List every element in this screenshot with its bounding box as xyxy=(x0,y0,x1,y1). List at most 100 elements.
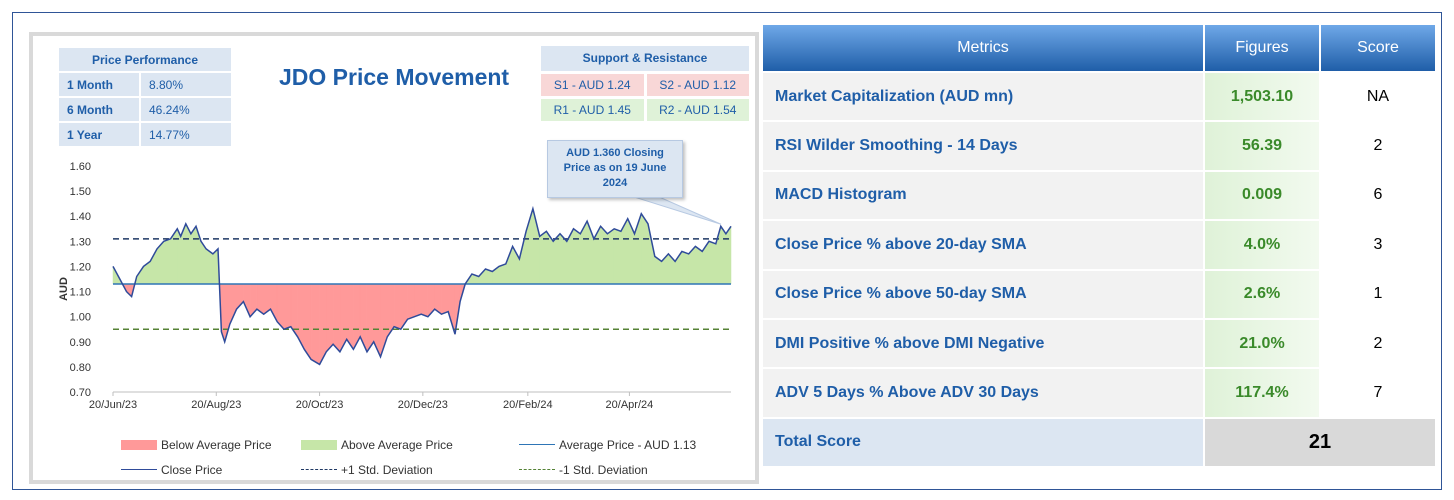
y-tick-label: 0.90 xyxy=(70,337,91,349)
legend-label: -1 Std. Deviation xyxy=(559,462,648,477)
table-row: RSI Wilder Smoothing - 14 Days 56.39 2 xyxy=(763,122,1435,170)
metric-score: 6 xyxy=(1321,171,1435,220)
table-row: Market Capitalization (AUD mn) 1,503.10 … xyxy=(763,73,1435,121)
metric-name: Close Price % above 20-day SMA xyxy=(763,221,1203,269)
x-tick-label: 20/Feb/24 xyxy=(503,399,553,411)
legend-close-price: Close Price xyxy=(121,463,301,477)
above-average-area xyxy=(505,246,513,285)
y-tick-label: 1.20 xyxy=(70,261,91,273)
metric-score: 7 xyxy=(1321,369,1435,417)
metric-score: 1 xyxy=(1321,270,1435,318)
below-average-area xyxy=(243,283,251,317)
metric-name: ADV 5 Days % Above ADV 30 Days xyxy=(763,369,1203,417)
legend-plus-sd: +1 Std. Deviation xyxy=(301,463,519,477)
table-row: MACD Histogram 0.009 6 xyxy=(763,171,1435,220)
metrics-header: Metrics xyxy=(763,25,1203,71)
above-average-area xyxy=(681,251,689,285)
legend-label: Average Price - AUD 1.13 xyxy=(559,437,697,452)
table-row: Close Price % above 20-day SMA 4.0% 3 xyxy=(763,221,1435,269)
total-score-value: 21 xyxy=(1205,418,1435,467)
above-average-area xyxy=(205,248,214,285)
resistance-r2: R2 - AUD 1.54 xyxy=(646,99,749,121)
y-tick-label: 1.60 xyxy=(70,161,91,173)
metric-figure: 117.4% xyxy=(1205,369,1319,417)
y-tick-label: 0.70 xyxy=(70,387,91,399)
above-average-area xyxy=(641,212,649,285)
above-average-area xyxy=(573,228,581,285)
chart-title: JDO Price Movement xyxy=(279,64,510,90)
metrics-table: Metrics Figures Score Market Capitalizat… xyxy=(761,23,1437,468)
below-average-area xyxy=(414,283,422,318)
metric-figure: 4.0% xyxy=(1205,221,1319,269)
below-average-area xyxy=(447,283,456,335)
above-average-area xyxy=(607,228,615,285)
metric-score: NA xyxy=(1321,73,1435,121)
callout-line: AUD 1.360 Closing xyxy=(566,147,664,159)
perf-label: 1 Month xyxy=(59,73,139,96)
below-average-area xyxy=(393,283,402,330)
closing-price-callout: AUD 1.360 Closing Price as on 19 June 20… xyxy=(547,140,683,198)
report-frame: Price Performance 1 Month 8.80% 6 Month … xyxy=(12,12,1442,490)
above-average-area xyxy=(720,225,727,285)
callout-line: Price as on 19 June xyxy=(563,162,667,174)
metric-name: DMI Positive % above DMI Negative xyxy=(763,319,1203,368)
y-tick-label: 1.40 xyxy=(70,211,91,223)
table-row: 6 Month 46.24% xyxy=(59,98,231,121)
above-average-area xyxy=(566,228,574,285)
support-s2: S2 - AUD 1.12 xyxy=(646,74,749,96)
legend-above-average: Above Average Price xyxy=(301,438,519,452)
legend-label: Above Average Price xyxy=(341,437,453,452)
legend-swatch xyxy=(301,439,337,450)
x-tick-label: 20/Aug/23 xyxy=(191,399,241,411)
legend-minus-sd: -1 Std. Deviation xyxy=(519,463,648,477)
above-average-area xyxy=(600,225,608,285)
x-tick-label: 20/Dec/23 xyxy=(398,399,448,411)
figures-header: Figures xyxy=(1205,25,1319,71)
above-average-area xyxy=(695,245,703,285)
metric-score: 2 xyxy=(1321,122,1435,170)
above-average-area xyxy=(725,225,732,285)
legend-below-average: Below Average Price xyxy=(121,438,301,452)
metric-name: RSI Wilder Smoothing - 14 Days xyxy=(763,122,1203,170)
legend-line xyxy=(519,469,555,470)
legend-swatch xyxy=(121,439,157,450)
legend-line xyxy=(301,469,337,470)
metric-figure: 0.009 xyxy=(1205,171,1319,220)
support-s1: S1 - AUD 1.24 xyxy=(541,74,644,96)
legend-label: Below Average Price xyxy=(161,437,272,452)
below-average-area xyxy=(420,283,429,318)
table-row: 1 Month 8.80% xyxy=(59,73,231,96)
above-average-area xyxy=(593,226,601,285)
below-average-area xyxy=(332,283,341,353)
close-price-line xyxy=(112,205,732,366)
perf-value: 14.77% xyxy=(141,123,231,146)
below-average-area xyxy=(366,283,374,353)
above-average-area xyxy=(177,228,181,285)
price-performance-header: Price Performance xyxy=(59,48,231,71)
table-row: ADV 5 Days % Above ADV 30 Days 117.4% 7 xyxy=(763,369,1435,417)
below-average-area xyxy=(441,283,449,315)
metric-figure: 56.39 xyxy=(1205,122,1319,170)
below-average-area xyxy=(326,283,334,353)
y-tick-label: 1.30 xyxy=(70,236,91,248)
above-average-area xyxy=(627,218,635,285)
y-tick-label: 1.00 xyxy=(70,312,91,324)
metric-figure: 21.0% xyxy=(1205,319,1319,368)
x-tick-label: 20/Oct/23 xyxy=(296,399,344,411)
y-tick-label: 0.80 xyxy=(70,362,91,374)
metric-figure: 2.6% xyxy=(1205,270,1319,318)
price-performance-table: Price Performance 1 Month 8.80% 6 Month … xyxy=(57,46,233,148)
below-average-area xyxy=(359,283,368,352)
score-header: Score xyxy=(1321,25,1435,71)
legend-line xyxy=(519,444,555,445)
above-average-area xyxy=(552,233,561,285)
below-average-area xyxy=(283,283,292,330)
below-average-area xyxy=(304,283,312,361)
table-row: Total Score 21 xyxy=(763,418,1435,467)
y-axis-label: AUD xyxy=(58,277,70,301)
support-resistance-header: Support & Resistance xyxy=(541,46,749,71)
x-tick-label: 20/Jun/23 xyxy=(89,399,137,411)
table-row: 1 Year 14.77% xyxy=(59,123,231,146)
above-average-area xyxy=(498,263,507,285)
total-score-label: Total Score xyxy=(763,418,1203,467)
